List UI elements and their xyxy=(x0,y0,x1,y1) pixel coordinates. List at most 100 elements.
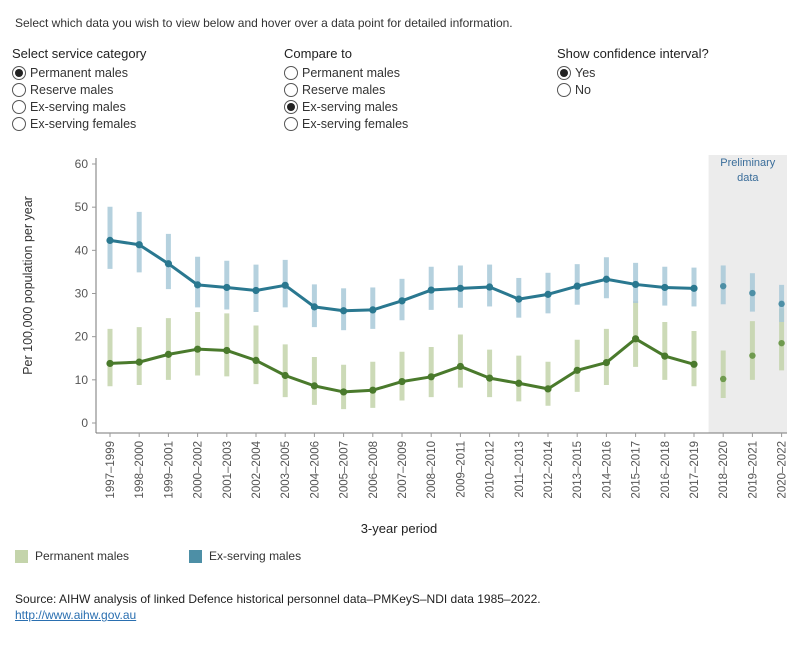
y-tick-label: 40 xyxy=(75,243,89,257)
instruction-text: Select which data you wish to view below… xyxy=(15,16,513,30)
x-tick-label: 2016–2018 xyxy=(660,441,672,499)
x-tick-label: 2010–2012 xyxy=(485,441,497,499)
option-label: Yes xyxy=(575,65,596,80)
radio-icon[interactable] xyxy=(557,65,571,80)
x-tick-label: 2018–2020 xyxy=(718,441,730,499)
legend-label: Permanent males xyxy=(35,549,130,563)
radio-icon[interactable] xyxy=(284,99,298,114)
permanent-data-point xyxy=(340,388,348,396)
permanent-data-point xyxy=(252,356,260,365)
y-axis-label: Per 100,000 population per year xyxy=(21,196,35,375)
option-label: Ex-serving females xyxy=(30,116,137,131)
source-text: Source: AIHW analysis of linked Defence … xyxy=(15,592,541,606)
compare-option-ex-serving-males[interactable]: Ex-serving males xyxy=(284,98,408,115)
confidence-option-no[interactable]: No xyxy=(557,81,709,98)
option-label: No xyxy=(575,82,591,97)
permanent-data-point xyxy=(427,373,435,381)
service-option-permanent-males[interactable]: Permanent males xyxy=(12,64,146,81)
x-tick-label: 2011–2013 xyxy=(514,441,526,498)
service-option-ex-serving-females[interactable]: Ex-serving females xyxy=(12,115,146,132)
x-tick-label: 2020–2022 xyxy=(777,441,789,499)
option-label: Ex-serving males xyxy=(302,99,398,114)
ex-serving-data-point xyxy=(456,284,464,292)
radio-icon[interactable] xyxy=(12,116,26,131)
permanent-data-point xyxy=(544,385,552,393)
permanent-data-point xyxy=(281,371,289,380)
y-tick-label: 60 xyxy=(75,157,89,171)
ex-serving-data-point xyxy=(340,307,348,315)
ex-serving-data-point xyxy=(106,236,114,245)
confidence-option-yes[interactable]: Yes xyxy=(557,64,709,81)
x-tick-label: 2009–2011 xyxy=(455,441,467,498)
x-tick-label: 2008–2010 xyxy=(426,441,438,499)
ex-serving-data-point xyxy=(252,286,260,295)
ex-serving-data-point xyxy=(749,289,756,297)
permanent-data-point xyxy=(369,386,377,394)
x-tick-label: 2002–2004 xyxy=(251,440,263,498)
service-category-group: Select service category Permanent males … xyxy=(12,46,146,132)
ex-serving-data-point xyxy=(544,290,552,298)
permanent-data-point xyxy=(194,345,202,353)
legend-item-permanent-males[interactable]: Permanent males xyxy=(15,549,129,563)
line-chart: Preliminary data 0 10 20 30 40 50 60 Per 100,000 … xyxy=(21,155,789,536)
x-tick-label: 2017–2019 xyxy=(689,441,701,499)
permanent-data-point xyxy=(310,382,318,390)
permanent-data-point xyxy=(632,335,640,343)
ex-serving-data-point xyxy=(573,282,581,290)
compare-option-ex-serving-females[interactable]: Ex-serving females xyxy=(284,115,408,132)
ex-serving-data-point xyxy=(194,281,202,289)
x-tick-label: 2005–2007 xyxy=(339,441,351,499)
permanent-data-point xyxy=(690,360,698,368)
permanent-data-point xyxy=(486,374,494,382)
radio-icon[interactable] xyxy=(284,65,298,80)
compare-to-title: Compare to xyxy=(284,46,352,61)
radio-icon[interactable] xyxy=(12,82,26,97)
confidence-interval-title: Show confidence interval? xyxy=(557,46,709,61)
ex-serving-data-point xyxy=(602,275,611,283)
x-tick-label: 2013–2015 xyxy=(572,441,584,499)
permanent-data-point xyxy=(456,362,464,371)
permanent-data-point xyxy=(749,352,756,359)
ex-serving-data-point xyxy=(310,303,318,311)
legend-swatch-permanent xyxy=(15,549,28,563)
radio-icon[interactable] xyxy=(284,116,298,131)
legend-label: Ex-serving males xyxy=(209,549,302,563)
service-option-ex-serving-males[interactable]: Ex-serving males xyxy=(12,98,146,115)
ex-serving-data-point xyxy=(398,297,406,305)
ex-serving-data-point xyxy=(632,280,640,289)
y-tick-label: 0 xyxy=(81,416,88,430)
compare-option-reserve-males[interactable]: Reserve males xyxy=(284,81,408,98)
compare-to-group: Compare to Permanent males Reserve males… xyxy=(284,46,408,132)
ex-serving-data-point xyxy=(778,300,785,308)
compare-option-permanent-males[interactable]: Permanent males xyxy=(284,64,408,81)
x-tick-label: 2003–2005 xyxy=(280,441,292,499)
ex-serving-data-point xyxy=(486,283,494,291)
permanent-data-point xyxy=(602,358,611,367)
radio-icon[interactable] xyxy=(12,99,26,114)
permanent-data-point xyxy=(135,358,143,366)
chart-legend: Permanent males Ex-serving males xyxy=(15,549,361,563)
radio-icon[interactable] xyxy=(12,65,26,80)
permanent-data-point xyxy=(661,352,669,360)
radio-icon[interactable] xyxy=(284,82,298,97)
service-category-title: Select service category xyxy=(12,46,147,61)
preliminary-shading xyxy=(708,155,787,433)
permanent-data-point xyxy=(515,379,523,387)
option-label: Ex-serving females xyxy=(302,116,409,131)
permanent-data-point xyxy=(720,375,727,383)
x-tick-label: 2012–2014 xyxy=(543,440,555,498)
legend-item-ex-serving-males[interactable]: Ex-serving males xyxy=(189,549,301,563)
source-link[interactable]: http://www.aihw.gov.au xyxy=(15,608,137,622)
radio-icon[interactable] xyxy=(557,82,571,97)
service-option-reserve-males[interactable]: Reserve males xyxy=(12,81,146,98)
permanent-data-point xyxy=(164,350,172,358)
x-axis-label: 3-year period xyxy=(361,521,438,536)
permanent-data-point xyxy=(106,359,114,368)
ex-serving-data-point xyxy=(427,286,435,294)
x-tick-label: 2004–2006 xyxy=(309,441,321,499)
permanent-data-point xyxy=(573,366,581,374)
option-label: Permanent males xyxy=(302,65,400,80)
ex-serving-data-point xyxy=(281,281,289,289)
option-label: Ex-serving males xyxy=(30,99,126,114)
x-tick-label: 1999–2001 xyxy=(163,441,175,499)
